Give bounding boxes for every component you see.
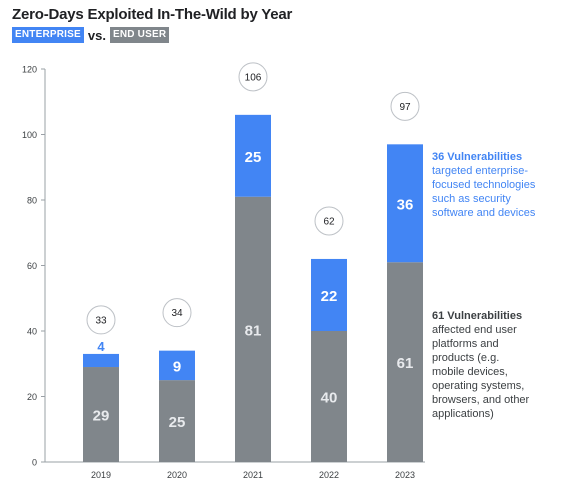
end-user-annotation-line: affected end user bbox=[432, 324, 517, 336]
end-user-annotation-line: mobile devices, bbox=[432, 366, 508, 378]
total-bubble-label: 97 bbox=[399, 102, 411, 113]
bar-end-user bbox=[235, 196, 271, 462]
bar-end-user bbox=[159, 380, 195, 462]
enterprise-annotation-title: 36 Vulnerabilities bbox=[432, 151, 523, 163]
enterprise-annotation-line: focused technologies bbox=[432, 179, 536, 191]
bar-enterprise bbox=[83, 353, 119, 368]
total-bubble bbox=[390, 91, 420, 121]
x-tick-label: 2022 bbox=[319, 470, 339, 480]
total-bubble bbox=[238, 62, 268, 92]
end-user-annotation-title: 61 Vulnerabilities bbox=[432, 310, 523, 322]
bar-enterprise bbox=[159, 350, 195, 381]
x-tick-label: 2019 bbox=[91, 470, 111, 480]
bar-end-user-label: 81 bbox=[245, 322, 262, 339]
bar-enterprise bbox=[311, 258, 347, 331]
end-user-annotation-line: platforms and bbox=[432, 338, 499, 350]
x-tick-label: 2021 bbox=[243, 470, 263, 480]
bar-end-user-label: 40 bbox=[321, 390, 338, 407]
y-tick-label: 20 bbox=[27, 392, 37, 402]
legend-end-user-badge: END USER bbox=[109, 27, 170, 43]
bar-end-user-label: 25 bbox=[169, 414, 186, 431]
end-user-annotation-line: operating systems, bbox=[432, 380, 525, 392]
end-user-annotation-line: browsers, and other bbox=[432, 394, 530, 406]
bar-end-user bbox=[387, 262, 423, 462]
y-tick-label: 100 bbox=[22, 130, 37, 140]
bar-end-user-label: 29 bbox=[93, 408, 110, 425]
bar-enterprise bbox=[387, 144, 423, 263]
legend-enterprise-badge: ENTERPRISE bbox=[12, 27, 84, 43]
y-tick-label: 120 bbox=[22, 65, 37, 75]
bar-end-user bbox=[83, 367, 119, 462]
bar-enterprise-label: 4 bbox=[97, 339, 105, 354]
total-bubble bbox=[314, 206, 344, 236]
y-tick-label: 40 bbox=[27, 327, 37, 337]
y-tick-label: 80 bbox=[27, 196, 37, 206]
total-bubble-label: 34 bbox=[171, 308, 183, 319]
total-bubble-label: 62 bbox=[323, 216, 335, 227]
x-tick-label: 2020 bbox=[167, 470, 187, 480]
end-user-annotation: 61 Vulnerabilities affected end user pla… bbox=[432, 309, 529, 421]
enterprise-annotation: 36 Vulnerabilities targeted enterprise- … bbox=[432, 150, 535, 220]
bar-enterprise-label: 25 bbox=[245, 149, 262, 166]
enterprise-annotation-line: software and devices bbox=[432, 207, 536, 219]
end-user-annotation-line: products (e.g. bbox=[432, 352, 500, 364]
y-tick-label: 0 bbox=[32, 458, 37, 468]
bar-enterprise-label: 9 bbox=[173, 358, 181, 375]
enterprise-annotation-line: such as security bbox=[432, 193, 511, 205]
x-tick-label: 2023 bbox=[395, 470, 415, 480]
chart-title: Zero-Days Exploited In-The-Wild by Year bbox=[12, 6, 293, 23]
enterprise-annotation-line: targeted enterprise- bbox=[432, 165, 528, 177]
y-tick-label: 60 bbox=[27, 261, 37, 271]
end-user-annotation-line: applications) bbox=[432, 408, 494, 420]
bar-enterprise-label: 22 bbox=[321, 288, 338, 305]
total-bubble-label: 33 bbox=[95, 315, 107, 326]
total-bubble bbox=[162, 298, 192, 328]
total-bubble-label: 106 bbox=[245, 72, 262, 83]
legend-vs-label: vs. bbox=[87, 27, 106, 43]
legend: ENTERPRISE vs. END USER bbox=[12, 27, 170, 43]
bar-end-user-label: 61 bbox=[397, 355, 414, 372]
bar-enterprise-label: 36 bbox=[397, 196, 414, 213]
total-bubble bbox=[86, 305, 116, 335]
bar-enterprise bbox=[235, 114, 271, 197]
bar-end-user bbox=[311, 331, 347, 462]
